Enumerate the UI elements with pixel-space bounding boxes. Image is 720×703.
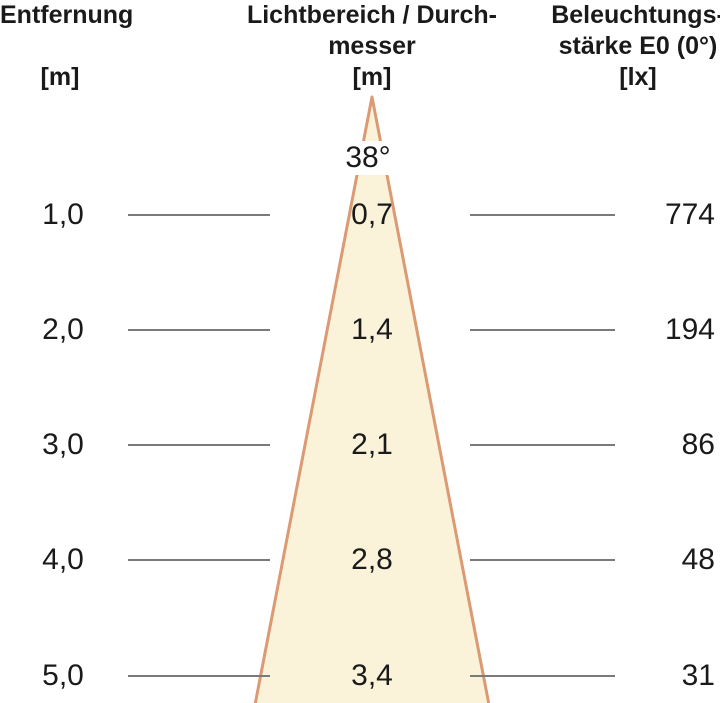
header-diameter-unit: [m] [352, 63, 392, 91]
distance-value: 1,0 [42, 198, 84, 231]
illuminance-value: 31 [681, 659, 715, 692]
diameter-value: 2,1 [351, 428, 393, 461]
distance-value: 5,0 [42, 659, 84, 692]
diameter-value: 1,4 [351, 313, 393, 346]
diameter-value: 2,8 [351, 543, 393, 576]
header-distance-title: Entfernung [0, 1, 134, 29]
reference-lines [128, 214, 615, 677]
header-illuminance: Beleuchtungs- stärke E0 (0°) [lx] [518, 0, 720, 93]
distance-value: 2,0 [42, 313, 84, 346]
beam-angle-value: 38° [345, 141, 391, 174]
illuminance-value: 774 [664, 198, 715, 231]
header-distance-spacer [0, 31, 120, 62]
header-distance: Entfernung [m] [0, 0, 134, 93]
illuminance-value: 48 [681, 543, 715, 576]
header-illuminance-title-2: stärke E0 (0°) [558, 32, 718, 60]
distance-value: 3,0 [42, 428, 84, 461]
header-diameter-title-2: messer [328, 32, 416, 60]
beam-angle-label-gap [330, 141, 414, 175]
diameter-value: 3,4 [351, 659, 393, 692]
header-illuminance-title-1: Beleuchtungs- [551, 1, 720, 29]
illuminance-value: 86 [681, 428, 715, 461]
header-diameter: Lichtbereich / Durch- messer [m] [242, 0, 502, 93]
light-beam-cone [253, 95, 491, 703]
header-diameter-title-1: Lichtbereich / Durch- [246, 1, 498, 29]
header-distance-unit: [m] [40, 63, 80, 91]
illuminance-value: 194 [664, 313, 715, 346]
diameter-value: 0,7 [351, 198, 393, 231]
header-illuminance-unit: [lx] [619, 63, 657, 91]
distance-value: 4,0 [42, 543, 84, 576]
